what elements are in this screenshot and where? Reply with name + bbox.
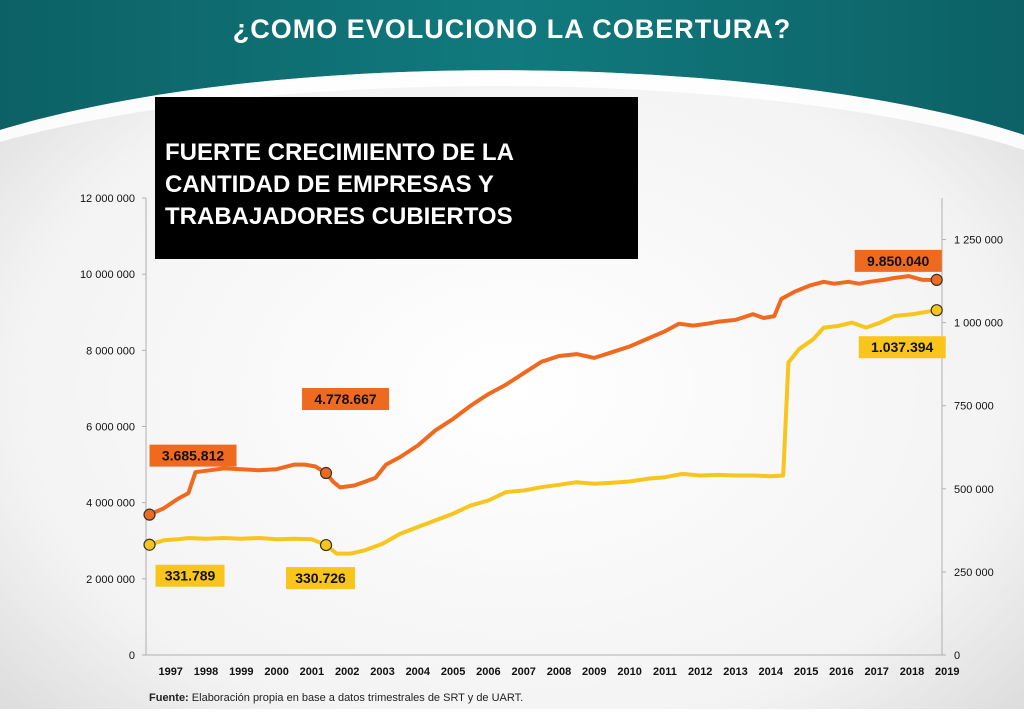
y-left-tick-label: 0 — [129, 650, 135, 662]
series-line-workers — [147, 274, 939, 517]
data-point-marker — [319, 466, 333, 480]
header-band — [0, 0, 1024, 135]
y-right-tick-label: 250 000 — [954, 567, 994, 579]
data-label: 331.789 — [165, 568, 216, 584]
x-tick-label: 2001 — [300, 666, 324, 678]
data-point-marker — [143, 538, 156, 551]
data-point-marker — [930, 273, 943, 286]
data-label: 9.850.040 — [867, 253, 929, 269]
data-label: 4.778.667 — [314, 391, 376, 407]
x-tick-label: 2000 — [264, 666, 288, 678]
x-tick-label: 1997 — [158, 666, 182, 678]
y-right-tick-label: 750 000 — [954, 401, 994, 413]
x-tick-label: 2011 — [653, 666, 677, 678]
x-tick-label: 1999 — [229, 666, 253, 678]
data-label: 3.685.812 — [162, 448, 224, 464]
x-tick-label: 2005 — [441, 666, 465, 678]
y-left-tick-label: 10 000 000 — [80, 269, 135, 281]
x-tick-label: 2018 — [900, 666, 924, 678]
data-label: 330.726 — [295, 570, 346, 586]
y-left-tick-label: 2 000 000 — [86, 574, 135, 586]
x-tick-label: 2015 — [794, 666, 818, 678]
x-tick-label: 2006 — [476, 666, 500, 678]
x-tick-label: 2008 — [547, 666, 571, 678]
data-point-marker — [143, 508, 156, 521]
data-label-box — [149, 444, 237, 467]
series-line-companies — [147, 308, 939, 556]
y-right-tick-label: 500 000 — [954, 484, 994, 496]
header-swoosh — [0, 70, 1024, 150]
data-point-marker — [930, 304, 943, 317]
y-left-tick-label: 4 000 000 — [86, 498, 135, 510]
x-tick-label: 2002 — [335, 666, 359, 678]
y-right-tick-label: 1 250 000 — [954, 235, 1003, 247]
data-label: 1.037.394 — [871, 339, 933, 355]
y-left-tick-label: 12 000 000 — [80, 193, 135, 205]
y-right-tick-label: 1 000 000 — [954, 318, 1003, 330]
x-tick-label: 2012 — [688, 666, 712, 678]
data-label-box — [286, 567, 356, 590]
x-tick-label: 2007 — [511, 666, 535, 678]
callout-text: FUERTE CRECIMIENTO DE LA CANTIDAD DE EMP… — [165, 139, 514, 230]
source-label: Fuente: — [149, 692, 189, 704]
callout-box: FUERTE CRECIMIENTO DE LA CANTIDAD DE EMP… — [155, 97, 638, 259]
source-note: Fuente: Elaboración propia en base a dat… — [149, 692, 523, 704]
x-tick-label: 2013 — [723, 666, 747, 678]
data-label-box — [858, 336, 946, 359]
x-tick-label: 2019 — [935, 666, 959, 678]
x-tick-label: 2004 — [406, 666, 431, 678]
x-tick-label: 1998 — [194, 666, 218, 678]
x-tick-label: 2016 — [829, 666, 853, 678]
x-tick-label: 2003 — [370, 666, 394, 678]
data-point-marker — [319, 538, 333, 552]
source-text: Elaboración propia en base a datos trime… — [188, 692, 524, 704]
data-label-box — [854, 249, 942, 272]
y-left-tick-label: 8 000 000 — [86, 345, 135, 357]
y-right-tick-label: 0 — [954, 650, 960, 662]
x-tick-label: 2010 — [617, 666, 641, 678]
x-tick-label: 2014 — [759, 666, 784, 678]
x-tick-label: 2017 — [864, 666, 888, 678]
slide-title: ¿COMO EVOLUCIONO LA COBERTURA? — [232, 14, 792, 44]
y-left-tick-label: 6 000 000 — [86, 422, 135, 434]
data-label-box — [302, 388, 390, 411]
x-tick-label: 2009 — [582, 666, 606, 678]
data-label-box — [155, 564, 225, 587]
